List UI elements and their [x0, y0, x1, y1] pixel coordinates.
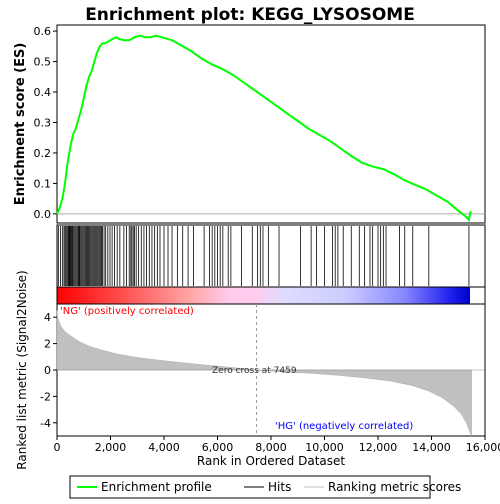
ranked-color-band	[57, 287, 470, 304]
es-ytick-label: 0.1	[34, 177, 52, 190]
es-y-axis: 0.0 0.1 0.2 0.3 0.4 0.5 0.6	[34, 25, 58, 221]
x-tick-label: 8,000	[255, 441, 287, 454]
x-tick-label: 2,000	[95, 441, 127, 454]
metric-ytick-label: -2	[40, 390, 51, 403]
es-ytick-label: 0.2	[34, 147, 52, 160]
x-tick-label: 14,000	[412, 441, 451, 454]
legend-hits-label: Hits	[268, 480, 291, 494]
es-ytick-label: 0.0	[34, 208, 52, 221]
x-tick-label: 0	[54, 441, 61, 454]
hits-panel-frame	[57, 225, 485, 287]
metric-ytick-label: 4	[44, 311, 51, 324]
chart-title: Enrichment plot: KEGG_LYSOSOME	[85, 5, 415, 25]
metric-y-axis: -4 -2 0 2 4	[40, 311, 57, 430]
es-panel-frame	[57, 25, 485, 223]
x-axis-label: Rank in Ordered Dataset	[197, 454, 345, 468]
zero-cross-label: Zero cross at 7459	[212, 366, 297, 376]
x-tick-label: 6,000	[202, 441, 234, 454]
metric-ytick-label: 0	[44, 364, 51, 377]
es-ytick-label: 0.6	[34, 25, 52, 38]
x-tick-label: 12,000	[359, 441, 398, 454]
x-axis: 0 2,000 4,000 6,000 8,000 10,000 12,000 14,000 1…	[54, 436, 500, 454]
legend-enrichment-label: Enrichment profile	[101, 480, 212, 494]
x-tick-label: 10,000	[305, 441, 344, 454]
x-tick-label: 16,000	[466, 441, 500, 454]
metric-ytick-label: -4	[40, 417, 51, 430]
metric-ytick-label: 2	[44, 338, 51, 351]
positive-correlation-label: 'NG' (positively correlated)	[60, 306, 194, 317]
es-y-axis-label: Enrichment score (ES)	[13, 43, 28, 206]
metric-y-axis-label: Ranked list metric (Signal2Noise)	[15, 270, 29, 469]
es-ytick-label: 0.3	[34, 116, 52, 129]
es-ytick-label: 0.4	[34, 86, 52, 99]
legend-metric-label: Ranking metric scores	[328, 480, 461, 494]
es-ytick-label: 0.5	[34, 56, 52, 69]
x-tick-label: 4,000	[148, 441, 180, 454]
negative-correlation-label: 'HG' (negatively correlated)	[275, 421, 413, 432]
